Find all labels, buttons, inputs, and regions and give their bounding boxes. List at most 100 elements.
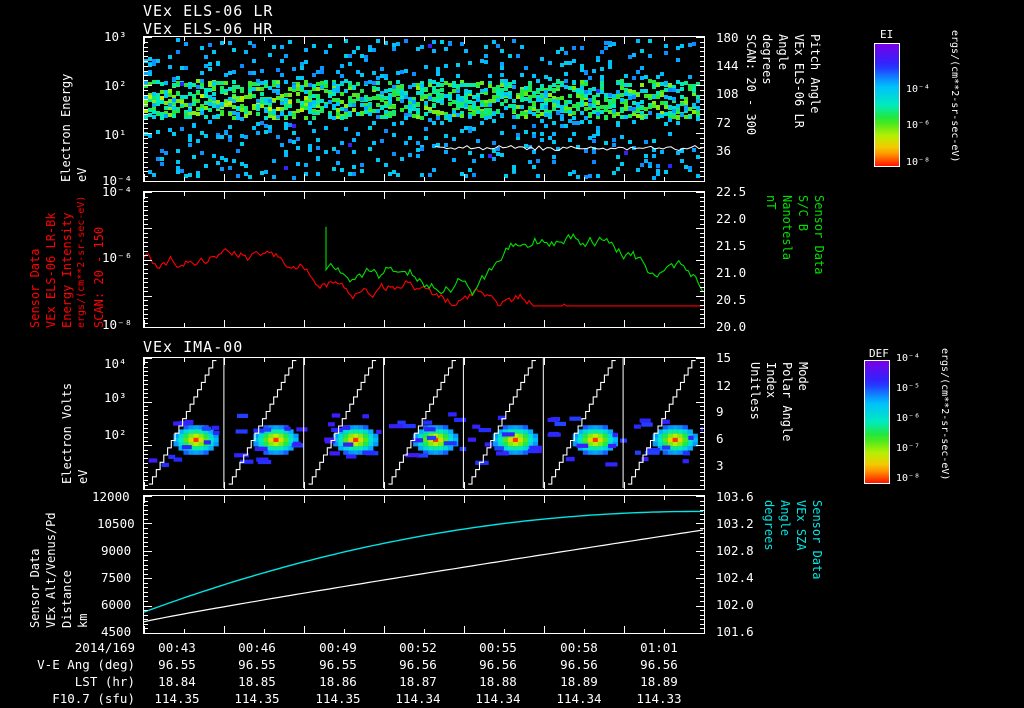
panel1-rlabel-3: degrees	[760, 34, 774, 85]
panel4-rtick-4: 102.0	[716, 597, 754, 612]
bottom-cell-1-1: 96.55	[238, 657, 276, 672]
panel3-cbunit-text: ergs/(cm**2-sr-sec-eV)	[939, 348, 950, 481]
panel2-rlabel-2: Nanotesla	[780, 195, 794, 261]
panel2-llabel-4: SCAN: 20 - 150	[92, 226, 106, 328]
bottom-cell-2-6: 18.89	[640, 674, 678, 689]
panel3-rtick-12: 12	[716, 378, 732, 393]
panel3-rlabel-0: Mode	[796, 362, 810, 391]
panel2-lines	[144, 226, 703, 307]
panel3-cbtick-0: 10⁻⁴	[896, 353, 921, 364]
bottom-cell-3-2: 114.35	[315, 691, 361, 706]
bottom-cell-3-3: 114.34	[395, 691, 441, 706]
panel4-rtick-1: 103.2	[716, 516, 754, 531]
bottom-cell-0-2: 00:49	[319, 640, 357, 655]
panel1-cbtick-0: 10⁻⁴	[906, 84, 931, 95]
panel3-cbtick-1: 10⁻⁵	[896, 383, 921, 394]
panel4-rlabel-0: Sensor Data	[810, 500, 824, 580]
panel1-rtick-72: 72	[716, 115, 732, 130]
panel1-rlabel-0: Pitch Angle	[808, 34, 822, 114]
bottom-cell-0-4: 00:55	[479, 640, 517, 655]
panel1-rtick-36: 36	[716, 143, 732, 158]
panel1-rtick-180: 180	[716, 30, 739, 45]
panel4-ytick-2: 9000	[101, 543, 132, 558]
panel4-ytick-3: 7500	[101, 570, 132, 585]
panel1-rtick-144: 144	[716, 58, 739, 73]
panel1-cbunit-text: ergs/(cm**2-sr-sec-eV)	[949, 30, 960, 163]
bottom-cell-2-2: 18.86	[319, 674, 357, 689]
bottom-cell-0-1: 00:46	[238, 640, 276, 655]
panel3-cbtick-4: 10⁻⁸	[896, 473, 921, 484]
panel1-rtick-108: 108	[716, 86, 739, 101]
panel4-rlabel-1: VEx SZA	[794, 500, 808, 551]
panel3-rlabel-2: Index	[764, 362, 778, 399]
panel4-rtick-3: 102.4	[716, 570, 754, 585]
bottom-cell-3-5: 114.34	[556, 691, 602, 706]
panel1-colorbar	[874, 43, 900, 167]
panel2-ytick-0: 10⁻⁴	[102, 184, 133, 199]
panel1-title-lr: VEx ELS-06 LR	[143, 2, 274, 20]
panel2-rlabel-1: S/C B	[796, 195, 810, 232]
panel1-ytick-100: 10²	[104, 78, 127, 93]
panel4-llabel-3: km	[76, 613, 90, 628]
panel3-rlabel-1: Polar Angle	[780, 362, 794, 442]
panel4-ytick-5: 4500	[101, 624, 132, 639]
bottom-cell-1-6: 96.56	[640, 657, 678, 672]
panel1-plot-area[interactable]	[143, 36, 705, 182]
panel4-rlabel-2: Angle	[778, 500, 792, 537]
panel2-ytick-2: 10⁻⁸	[102, 317, 133, 332]
bottom-cell-2-3: 18.87	[399, 674, 437, 689]
bottom-cell-2-4: 18.88	[479, 674, 517, 689]
panel3-ytick-10000: 10⁴	[104, 356, 127, 371]
panel4-rlabel-3: degrees	[762, 500, 776, 551]
bottom-cell-3-4: 114.34	[475, 691, 521, 706]
panel1-cbtick-2: 10⁻⁸	[906, 157, 931, 168]
bottom-cell-2-1: 18.85	[238, 674, 276, 689]
bottom-cell-2-5: 18.89	[560, 674, 598, 689]
panel1-rlabel-4: SCAN: 20 - 300	[744, 34, 758, 136]
panel1-ytick-10: 10¹	[104, 127, 127, 142]
panel1-ytick-1000: 10³	[104, 29, 127, 44]
panel1-ylabel: Electron Energy eV	[45, 36, 89, 182]
panel4-plot-area[interactable]	[143, 495, 705, 634]
panel2-rtick-2: 21.5	[716, 238, 747, 253]
panel4-rtick-0: 103.6	[716, 489, 754, 504]
panel3-ytick-1000: 10³	[104, 390, 127, 405]
panel2-rlabel-3: nT	[764, 195, 778, 210]
panel4-ytick-1: 10500	[97, 516, 135, 531]
panel2-rlabel-0: Sensor Data	[812, 195, 826, 275]
panel4-ytick-0: 12000	[92, 489, 130, 504]
panel3-rlabel-3: Unitless	[748, 362, 762, 420]
panel2-llabel-0: Sensor Data	[28, 248, 42, 328]
panel2-plot-area[interactable]	[143, 191, 705, 328]
panel2-rtick-1: 22.0	[716, 211, 747, 226]
panel4-llabel-0: Sensor Data	[28, 548, 42, 628]
bottom-cell-1-2: 96.55	[319, 657, 357, 672]
panel2-rtick-3: 21.0	[716, 265, 747, 280]
bottom-cell-0-0: 00:43	[158, 640, 196, 655]
panel1-rlabel-2: Angle	[776, 34, 790, 71]
bottom-cell-1-5: 96.56	[560, 657, 598, 672]
bottom-cell-1-4: 96.56	[479, 657, 517, 672]
bottom-row-label-0: 2014/169	[74, 640, 135, 655]
panel3-ylabel-1: eV	[76, 469, 90, 484]
panel3-spectrogram	[148, 358, 703, 488]
panel2-llabel-2: Energy Intensity	[60, 212, 74, 328]
panel2-rtick-4: 20.5	[716, 292, 747, 307]
panel1-spectrogram	[144, 38, 703, 180]
panel2-llabel-1: VEx ELS-06 LR-Bk	[44, 212, 58, 328]
panel1-title-hr: VEx ELS-06 HR	[143, 20, 274, 38]
bottom-cell-3-0: 114.35	[154, 691, 200, 706]
bottom-cell-1-0: 96.55	[158, 657, 196, 672]
panel3-rtick-15: 15	[716, 350, 732, 365]
bottom-row-label-2: LST (hr)	[74, 674, 135, 689]
panel1-ylabel-line2: eV	[75, 167, 89, 182]
panel4-rtick-5: 101.6	[716, 624, 754, 639]
panel3-plot-area[interactable]	[143, 357, 705, 490]
panel2-rtick-5: 20.0	[716, 319, 747, 334]
panel3-cbtick-2: 10⁻⁶	[896, 413, 921, 424]
panel1-colorbar-title: EI	[880, 28, 894, 41]
panel3-rtick-9: 9	[716, 404, 724, 419]
panel4-llabel-1: VEx Alt/Venus/Pd	[44, 512, 58, 628]
panel3-colorbar	[864, 360, 890, 484]
panel1-ylabel-line1: Electron Energy	[59, 73, 73, 182]
